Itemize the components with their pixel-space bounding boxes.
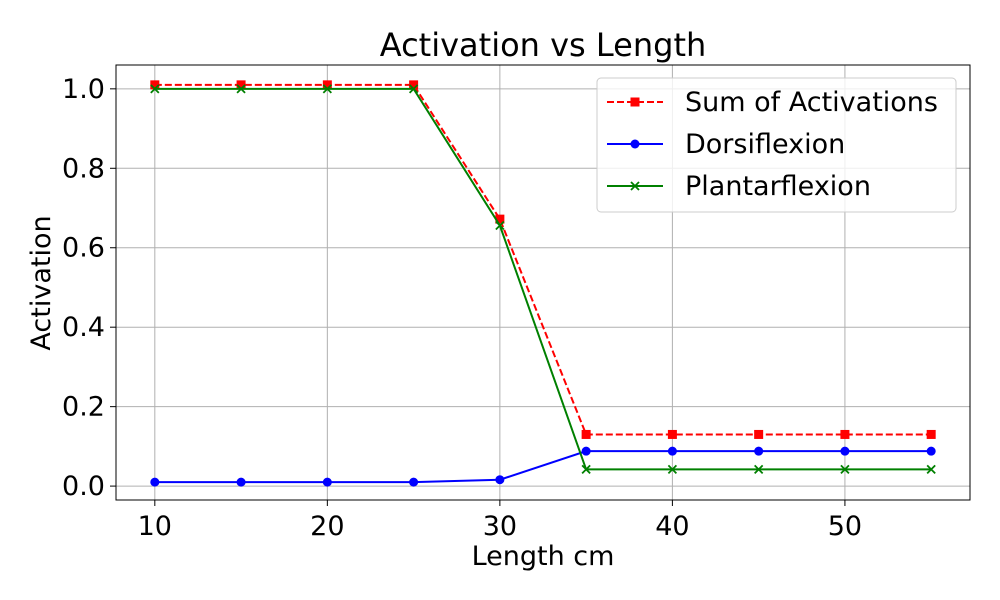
- series-sum-of-activations: [150, 80, 936, 439]
- sum-of-activations-point: [667, 429, 677, 439]
- series-dorsiflexion: [150, 446, 936, 487]
- sum-of-activations-point: [581, 429, 591, 439]
- plot-series: [150, 80, 936, 487]
- legend-label: Sum of Activations: [685, 87, 938, 118]
- legend-label: Dorsiflexion: [685, 129, 845, 160]
- sum-of-activations-point: [840, 429, 850, 439]
- y-axis-label: Activation: [26, 215, 57, 350]
- legend-item-sum-of-activations: Sum of Activations: [607, 87, 938, 118]
- x-tick-label: 40: [655, 511, 689, 542]
- plot-frame: [115, 64, 971, 501]
- legend-label: Plantarflexion: [685, 171, 871, 202]
- plantarflexion-point: [754, 464, 764, 475]
- y-tick-label: 0.6: [62, 233, 105, 264]
- chart-title: Activation vs Length: [380, 26, 707, 64]
- plantarflexion-point: [408, 84, 419, 94]
- plantarflexion-point: [840, 464, 850, 475]
- x-tick-label: 50: [828, 511, 862, 542]
- dorsiflexion-point: [840, 446, 850, 456]
- plantarflexion-point: [322, 84, 332, 94]
- dorsiflexion-point: [926, 446, 936, 456]
- dorsiflexion-point: [236, 477, 246, 487]
- sum-of-activations-point: [150, 80, 160, 90]
- sum-of-activations-point: [926, 429, 936, 439]
- y-tick-label: 0.4: [62, 312, 105, 343]
- y-tick-label: 0.8: [62, 153, 105, 184]
- x-axis-ticks: 10 20 30 40 50: [138, 500, 862, 542]
- plantarflexion-point: [150, 84, 160, 94]
- x-tick-label: 10: [138, 511, 172, 542]
- sum-of-activations-point: [409, 80, 419, 90]
- plantarflexion-line: [154, 87, 932, 471]
- sum-of-activations-point: [495, 214, 505, 224]
- sum-of-activations-line: [154, 83, 932, 436]
- x-tick-label: 20: [310, 511, 344, 542]
- sum-of-activations-point: [236, 80, 246, 90]
- plantarflexion-point: [667, 464, 678, 475]
- dorsiflexion-point: [322, 477, 332, 487]
- y-tick-label: 0.0: [62, 471, 105, 502]
- legend: Sum of Activations Dorsiflexion Plantarfle…: [596, 77, 957, 213]
- sum-of-activations-point: [754, 429, 764, 439]
- dorsiflexion-point: [754, 446, 764, 456]
- plantarflexion-point: [495, 220, 505, 231]
- plantarflexion-point: [926, 464, 936, 475]
- plantarflexion-point: [581, 464, 591, 475]
- y-tick-label: 0.2: [62, 392, 105, 423]
- legend-item-plantarflexion: Plantarflexion: [607, 171, 871, 202]
- plantarflexion-point: [236, 84, 246, 94]
- legend-item-dorsiflexion: Dorsiflexion: [607, 129, 845, 160]
- legend-marker: [630, 181, 640, 191]
- dorsiflexion-point: [581, 446, 591, 456]
- dorsiflexion-point: [409, 477, 419, 487]
- dorsiflexion-point: [667, 446, 677, 456]
- dorsiflexion-point: [150, 477, 160, 487]
- y-axis-ticks: 0.0 0.2 0.4 0.6 0.8 1.0: [62, 74, 116, 502]
- legend-marker: [630, 139, 640, 149]
- legend-marker: [630, 97, 640, 107]
- dorsiflexion-point: [495, 475, 505, 485]
- y-tick-label: 1.0: [62, 74, 105, 105]
- x-axis-label: Length cm: [472, 541, 615, 572]
- legend-box: [596, 77, 957, 213]
- dorsiflexion-line: [154, 450, 932, 484]
- x-tick-label: 30: [483, 511, 517, 542]
- sum-of-activations-point: [322, 80, 332, 90]
- series-plantarflexion: [150, 84, 936, 475]
